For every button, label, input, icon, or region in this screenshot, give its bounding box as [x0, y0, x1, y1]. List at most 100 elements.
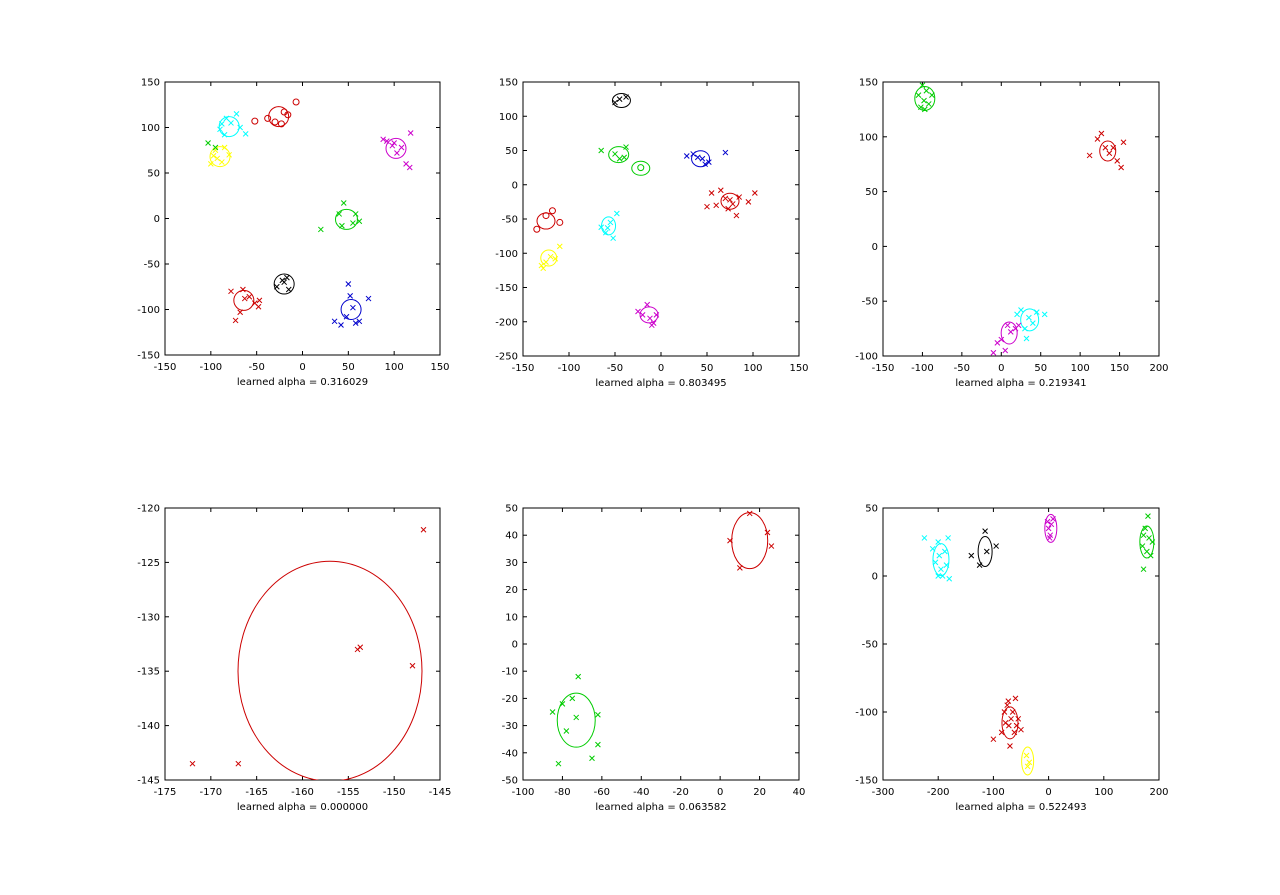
data-point — [538, 262, 545, 269]
data-point — [317, 226, 324, 233]
plot-area — [549, 510, 775, 767]
x-tick-label: -100 — [982, 787, 1005, 798]
y-tick-label: -100 — [137, 305, 160, 316]
data-point — [694, 154, 701, 161]
data-point — [602, 229, 609, 236]
cluster-ellipse — [1000, 321, 1018, 345]
data-point — [936, 552, 943, 559]
data-point — [331, 318, 338, 325]
plot-frame — [882, 81, 1160, 357]
data-point — [1024, 763, 1031, 770]
data-point — [1142, 525, 1149, 532]
data-point — [968, 552, 975, 559]
data-point — [1147, 552, 1154, 559]
data-point — [540, 265, 547, 272]
data-point — [919, 82, 926, 89]
data-point — [218, 121, 225, 127]
data-point — [921, 106, 928, 113]
data-point — [717, 187, 724, 194]
x-tick-label: 0 — [1045, 787, 1051, 798]
cluster-ellipse — [385, 137, 407, 159]
cluster-ellipse — [1020, 308, 1040, 332]
scatter-plot-1: -150 -100 -50 0 50 100 150 -150 -100 -50 0 50 100 150… — [137, 78, 449, 389]
y-tick-label: -150 — [137, 351, 160, 362]
y-tick-label: 20 — [505, 585, 518, 596]
data-point — [549, 709, 556, 715]
data-point — [237, 309, 244, 316]
x-tick-label: -155 — [337, 787, 360, 798]
data-point — [990, 736, 997, 743]
scatter-plot-4: -175 -170 -165 -160 -155 -150 -145 -145 -140 -135… — [137, 504, 451, 814]
y-tick-label: -50 — [862, 640, 878, 651]
data-point — [255, 303, 262, 310]
y-tick-label: 50 — [865, 187, 878, 198]
data-point — [939, 573, 946, 579]
data-point — [923, 87, 930, 94]
plot-area — [921, 513, 1156, 776]
x-tick-label: -100 — [911, 363, 934, 374]
plot-frame — [522, 81, 800, 357]
y-tick-label: -125 — [137, 558, 160, 569]
y-tick-label: 100 — [499, 112, 518, 123]
y-tick-label: 30 — [505, 558, 518, 569]
data-point — [279, 277, 286, 284]
data-point — [339, 222, 345, 229]
cluster-ellipse — [608, 146, 630, 164]
y-tick-label: 150 — [141, 78, 160, 89]
data-point — [394, 150, 400, 156]
data-point — [548, 207, 556, 215]
y-tick-label: 0 — [872, 242, 878, 253]
plot-frame — [164, 81, 441, 356]
x-tick-label: 150 — [1110, 363, 1129, 374]
data-point — [1009, 709, 1016, 715]
data-point — [745, 199, 752, 205]
data-point — [623, 94, 629, 100]
data-point — [1146, 535, 1152, 541]
data-point — [240, 286, 246, 293]
data-point — [217, 126, 223, 133]
data-point — [210, 152, 217, 159]
data-point — [251, 117, 259, 125]
x-tick-label: -100 — [558, 363, 581, 374]
data-point — [547, 253, 554, 260]
data-point — [1002, 347, 1009, 354]
data-point — [573, 714, 580, 721]
y-tick-label: -250 — [495, 352, 518, 363]
cluster-ellipse — [340, 299, 362, 320]
data-point — [722, 195, 729, 202]
data-point — [214, 155, 221, 162]
data-point — [613, 210, 620, 217]
y-tick-label: -120 — [137, 504, 160, 515]
data-point — [1120, 139, 1127, 146]
data-point — [284, 111, 292, 119]
data-point — [575, 673, 582, 680]
data-point — [356, 318, 363, 325]
x-tick-label: 50 — [342, 362, 355, 373]
data-point — [595, 711, 601, 718]
data-point — [563, 728, 570, 734]
data-point — [1015, 322, 1022, 329]
data-point — [639, 312, 646, 318]
y-tick-label: -150 — [855, 776, 878, 787]
data-point — [273, 283, 280, 290]
data-point — [935, 539, 942, 545]
data-point — [1015, 715, 1022, 722]
data-point — [542, 212, 550, 220]
x-tick-label: -100 — [512, 787, 535, 798]
data-point — [1007, 329, 1014, 335]
data-point — [292, 98, 300, 106]
data-point — [406, 164, 413, 171]
x-axis-label: learned alpha = 0.219341 — [955, 378, 1086, 389]
data-point — [1140, 532, 1147, 539]
data-point — [683, 153, 690, 159]
data-point — [1110, 144, 1117, 151]
data-point — [929, 545, 936, 552]
data-point — [205, 140, 211, 146]
y-tick-label: -100 — [855, 352, 878, 363]
data-point — [623, 144, 629, 150]
data-point — [226, 151, 233, 158]
data-point — [228, 288, 234, 295]
x-tick-label: 150 — [789, 363, 808, 374]
y-tick-label: 50 — [147, 169, 160, 180]
data-point — [998, 336, 1005, 343]
